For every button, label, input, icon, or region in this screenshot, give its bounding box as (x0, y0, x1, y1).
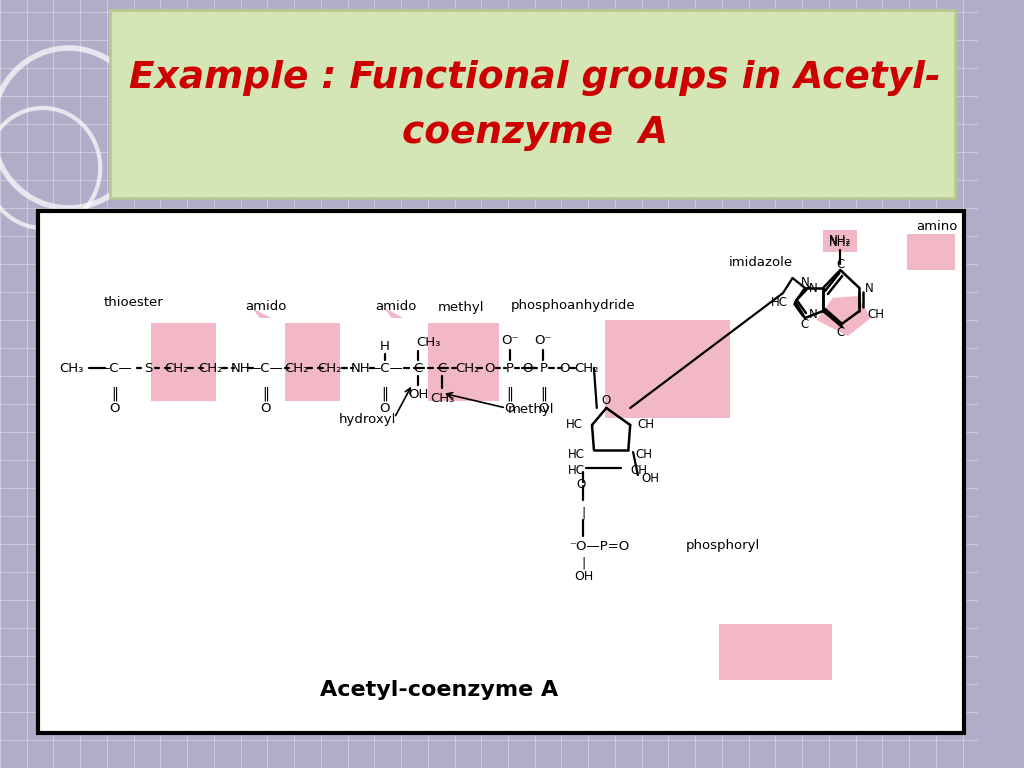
Text: NH: NH (351, 362, 371, 375)
Text: O⁻: O⁻ (501, 333, 518, 346)
Text: methyl: methyl (508, 403, 554, 416)
Text: |: | (582, 507, 586, 519)
Text: CH₂: CH₂ (165, 362, 188, 375)
Text: S: S (143, 362, 153, 375)
Text: P: P (540, 362, 547, 375)
Text: NH: NH (230, 362, 251, 375)
Text: O: O (538, 402, 549, 415)
Text: OH: OH (408, 388, 428, 400)
Text: |: | (582, 557, 586, 570)
Bar (285, 323, 340, 401)
Text: C: C (414, 362, 423, 375)
Text: O: O (380, 402, 390, 415)
Text: CH₃: CH₃ (430, 392, 455, 405)
Text: O: O (505, 402, 515, 415)
Text: O: O (559, 362, 569, 375)
Text: ⁻O—P=O: ⁻O—P=O (569, 539, 630, 552)
Text: O: O (602, 395, 611, 408)
Text: N: N (865, 282, 873, 294)
Text: phosphoanhydride: phosphoanhydride (511, 300, 635, 313)
Text: CH₃: CH₃ (59, 362, 84, 375)
Polygon shape (252, 308, 271, 318)
Text: O: O (110, 402, 120, 415)
Text: —C—: —C— (248, 362, 284, 375)
Text: O: O (577, 478, 586, 492)
Text: NH₂: NH₂ (829, 236, 851, 249)
Bar (719, 624, 831, 680)
Text: imidazole: imidazole (728, 256, 793, 269)
Text: HC: HC (565, 418, 583, 431)
Text: ‖: ‖ (540, 387, 547, 401)
Bar (38, 211, 965, 733)
Text: amino: amino (916, 220, 958, 233)
Bar (605, 320, 729, 418)
Text: C: C (837, 326, 845, 339)
Text: CH: CH (630, 464, 647, 476)
Bar (151, 323, 216, 401)
Text: O: O (522, 362, 532, 375)
Text: Acetyl-coenzyme A: Acetyl-coenzyme A (321, 680, 558, 700)
Text: C: C (837, 257, 845, 270)
Bar (823, 230, 857, 252)
Text: ‖: ‖ (507, 387, 513, 401)
Text: ‖: ‖ (262, 387, 269, 401)
Text: Example : Functional groups in Acetyl-: Example : Functional groups in Acetyl- (129, 60, 940, 96)
Text: CH: CH (638, 418, 655, 431)
Text: P: P (506, 362, 514, 375)
Text: phosphoryl: phosphoryl (686, 539, 760, 552)
Text: thioester: thioester (103, 296, 164, 310)
Text: N: N (809, 282, 817, 294)
Polygon shape (816, 296, 870, 336)
Text: ‖: ‖ (112, 387, 118, 401)
Text: hydroxyl: hydroxyl (339, 413, 396, 426)
Text: O: O (260, 402, 270, 415)
Text: C: C (437, 362, 446, 375)
Text: HC: HC (568, 449, 586, 462)
Text: O⁻: O⁻ (535, 333, 552, 346)
Text: —C—: —C— (367, 362, 402, 375)
Text: CH: CH (635, 449, 652, 462)
Polygon shape (385, 308, 403, 318)
Text: CH₂: CH₂ (317, 362, 342, 375)
Text: coenzyme  A: coenzyme A (401, 115, 668, 151)
Text: C: C (801, 317, 809, 330)
Text: amido: amido (245, 300, 286, 313)
Text: OH: OH (573, 570, 593, 582)
Text: OH: OH (642, 472, 659, 485)
Text: amido: amido (376, 300, 417, 313)
Text: H: H (380, 339, 390, 353)
Text: HC: HC (568, 464, 586, 476)
Text: CH: CH (867, 309, 884, 322)
Text: O: O (484, 362, 495, 375)
Text: CH₂: CH₂ (284, 362, 308, 375)
Bar (907, 234, 954, 270)
Text: N: N (801, 276, 809, 289)
Bar (428, 323, 500, 401)
Bar (110, 10, 954, 198)
Text: CH₂: CH₂ (198, 362, 222, 375)
Text: CH₂: CH₂ (574, 362, 599, 375)
Text: —C—: —C— (96, 362, 132, 375)
Text: NH₂: NH₂ (829, 234, 851, 247)
Text: methyl: methyl (437, 302, 484, 315)
Text: ‖: ‖ (381, 387, 388, 401)
Text: N: N (809, 309, 817, 322)
Text: CH₂: CH₂ (456, 362, 480, 375)
Text: CH₃: CH₃ (417, 336, 441, 349)
Text: HC: HC (771, 296, 787, 309)
